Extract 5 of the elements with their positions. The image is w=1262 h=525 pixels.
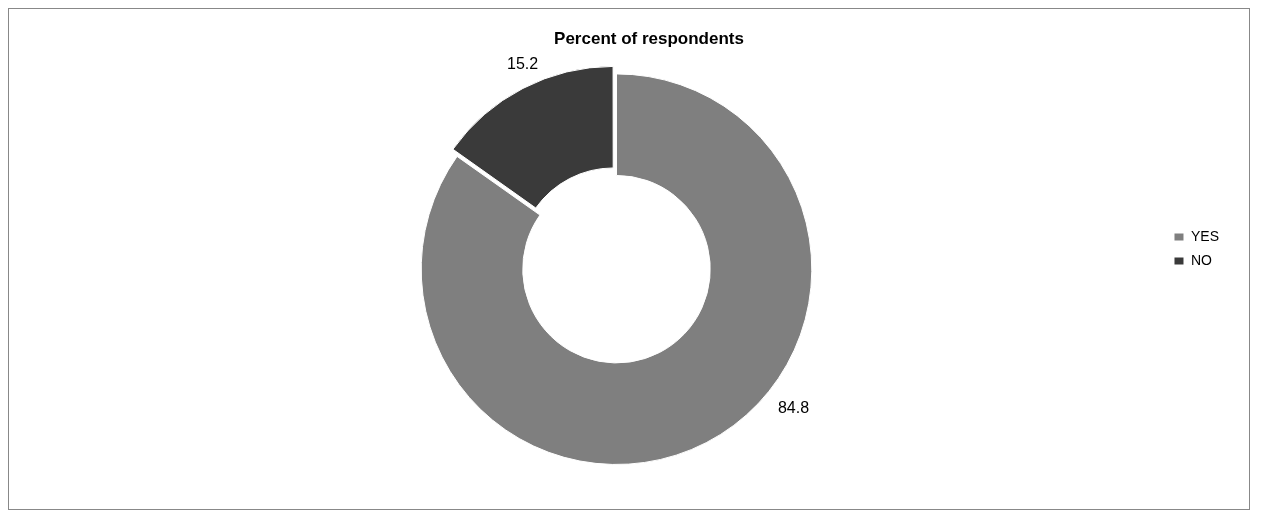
data-label: 15.2 [507,54,539,72]
legend-label: NO [1190,251,1213,268]
legend-label: YES [1190,227,1219,244]
chart-title: Percent of respondents [554,28,744,48]
data-label: 84.8 [777,398,810,416]
